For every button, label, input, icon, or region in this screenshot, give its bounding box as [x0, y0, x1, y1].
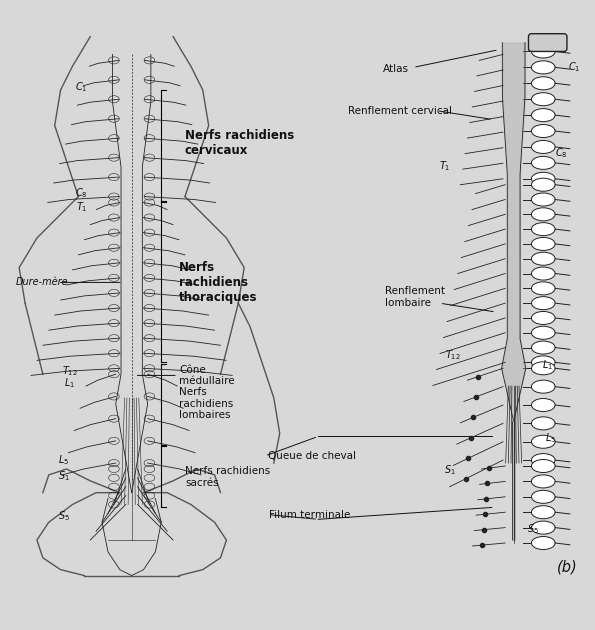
- Ellipse shape: [531, 399, 555, 411]
- Ellipse shape: [531, 311, 555, 324]
- Text: $T_{12}$: $T_{12}$: [444, 348, 461, 362]
- Text: Filum terminale: Filum terminale: [269, 510, 350, 520]
- Text: Nerfs
rachidiens
thoraciques: Nerfs rachidiens thoraciques: [179, 261, 258, 304]
- Text: $S_5$: $S_5$: [527, 522, 539, 536]
- Ellipse shape: [531, 267, 555, 280]
- Text: $S_1$: $S_1$: [58, 469, 70, 483]
- Ellipse shape: [531, 108, 555, 122]
- Text: $C_1$: $C_1$: [75, 80, 87, 94]
- Ellipse shape: [531, 238, 555, 251]
- Ellipse shape: [531, 45, 555, 58]
- Ellipse shape: [531, 172, 555, 185]
- Text: Nerfs rachidiens
sacrés: Nerfs rachidiens sacrés: [185, 466, 270, 488]
- Text: Dure-mère: Dure-mère: [16, 277, 69, 287]
- Ellipse shape: [531, 454, 555, 467]
- Ellipse shape: [531, 326, 555, 340]
- Ellipse shape: [531, 362, 555, 375]
- Ellipse shape: [531, 435, 555, 449]
- Text: $S_5$: $S_5$: [58, 510, 70, 524]
- Text: $L_5$: $L_5$: [58, 453, 69, 467]
- Text: Cône
médullaire: Cône médullaire: [179, 365, 234, 386]
- Ellipse shape: [531, 282, 555, 295]
- Ellipse shape: [531, 222, 555, 236]
- Ellipse shape: [531, 77, 555, 90]
- Text: (b): (b): [556, 559, 577, 574]
- Text: $T_1$: $T_1$: [76, 200, 87, 214]
- Text: Renflement cervical: Renflement cervical: [348, 106, 452, 116]
- Ellipse shape: [531, 61, 555, 74]
- Text: Atlas: Atlas: [383, 64, 409, 74]
- Ellipse shape: [531, 490, 555, 503]
- Text: Nerfs
rachidiens
lombaires: Nerfs rachidiens lombaires: [179, 387, 233, 420]
- Text: $L_1$: $L_1$: [64, 376, 75, 390]
- Text: $C_1$: $C_1$: [568, 60, 581, 74]
- Text: $L_1$: $L_1$: [542, 358, 553, 372]
- Text: $T_1$: $T_1$: [439, 159, 450, 173]
- Text: $S_1$: $S_1$: [444, 463, 456, 477]
- Ellipse shape: [531, 475, 555, 488]
- Ellipse shape: [531, 178, 555, 192]
- Ellipse shape: [531, 417, 555, 430]
- Ellipse shape: [531, 537, 555, 549]
- Text: Queue de cheval: Queue de cheval: [268, 451, 356, 461]
- Ellipse shape: [531, 380, 555, 393]
- Text: $L_5$: $L_5$: [546, 432, 556, 445]
- Ellipse shape: [531, 341, 555, 354]
- Ellipse shape: [531, 521, 555, 534]
- FancyBboxPatch shape: [528, 33, 567, 52]
- Ellipse shape: [531, 193, 555, 206]
- Ellipse shape: [531, 140, 555, 154]
- Ellipse shape: [531, 297, 555, 310]
- Ellipse shape: [531, 93, 555, 106]
- Text: $C_8$: $C_8$: [555, 146, 568, 160]
- Ellipse shape: [531, 125, 555, 137]
- Ellipse shape: [531, 356, 555, 369]
- Text: Renflement
lombaire: Renflement lombaire: [385, 287, 445, 308]
- Text: Nerfs rachidiens
cervicaux: Nerfs rachidiens cervicaux: [185, 129, 295, 158]
- Text: $T_{12}$: $T_{12}$: [61, 364, 77, 378]
- Ellipse shape: [531, 506, 555, 518]
- Text: $C_8$: $C_8$: [75, 186, 87, 200]
- Ellipse shape: [531, 156, 555, 169]
- Ellipse shape: [531, 459, 555, 472]
- Ellipse shape: [531, 208, 555, 221]
- Ellipse shape: [531, 252, 555, 265]
